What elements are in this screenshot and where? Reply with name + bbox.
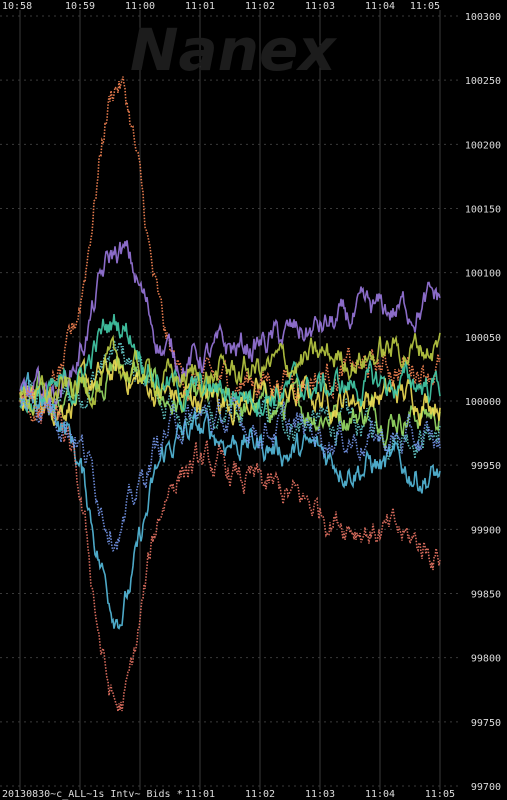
y-tick-label: 100200: [465, 140, 501, 151]
x-tick-label: 11:04: [365, 789, 395, 800]
y-tick-label: 99700: [471, 782, 501, 793]
series-trace: [19, 389, 441, 552]
x-tick-label: 10:58: [2, 1, 32, 12]
y-tick-label: 100250: [465, 76, 501, 87]
series-trace: [19, 314, 441, 417]
x-tick-label: 10:59: [65, 1, 95, 12]
series-trace: [19, 386, 441, 712]
y-tick-label: 99800: [471, 654, 501, 665]
x-tick-label: 11:00: [125, 1, 155, 12]
x-axis-bottom: 11:01 11:02 11:03 11:04 11:05: [185, 789, 455, 800]
series-line: [19, 314, 441, 417]
series-line: [19, 332, 441, 416]
nanex-watermark: Nanex: [130, 16, 337, 84]
x-tick-label: 11:02: [245, 789, 275, 800]
series-line: [19, 372, 441, 630]
x-tick-label: 11:02: [245, 1, 275, 12]
y-tick-label: 99900: [471, 525, 501, 536]
y-tick-label: 99950: [471, 461, 501, 472]
y-tick-label: 100100: [465, 269, 501, 280]
series-line: [19, 240, 441, 408]
y-axis-right: 100300 100250 100200 100150 100100 100050 1000…: [465, 12, 501, 793]
series-group: [19, 76, 441, 712]
y-tick-label: 100150: [465, 205, 501, 216]
series-line: [19, 386, 441, 712]
series-trace: [19, 372, 441, 630]
y-tick-label: 100000: [465, 397, 501, 408]
x-tick-label: 11:05: [425, 789, 455, 800]
x-tick-label: 11:01: [185, 1, 215, 12]
y-tick-label: 100300: [465, 12, 501, 23]
x-tick-label: 11:04: [365, 1, 395, 12]
y-tick-label: 99850: [471, 590, 501, 601]
x-tick-label: 11:05: [410, 1, 440, 12]
series-trace: [19, 240, 441, 408]
y-tick-label: 100050: [465, 333, 501, 344]
y-tick-label: 99750: [471, 718, 501, 729]
x-tick-label: 11:01: [185, 789, 215, 800]
footer-label: 20130830~c_ALL~1s Intv~ Bids *: [2, 789, 183, 800]
x-axis-top: 10:58 10:59 11:00 11:01 11:02 11:03 11:04 11:05: [2, 1, 440, 12]
x-tick-label: 11:03: [305, 789, 335, 800]
series-line: [19, 389, 441, 552]
x-tick-label: 11:03: [305, 1, 335, 12]
series-trace: [19, 332, 441, 416]
